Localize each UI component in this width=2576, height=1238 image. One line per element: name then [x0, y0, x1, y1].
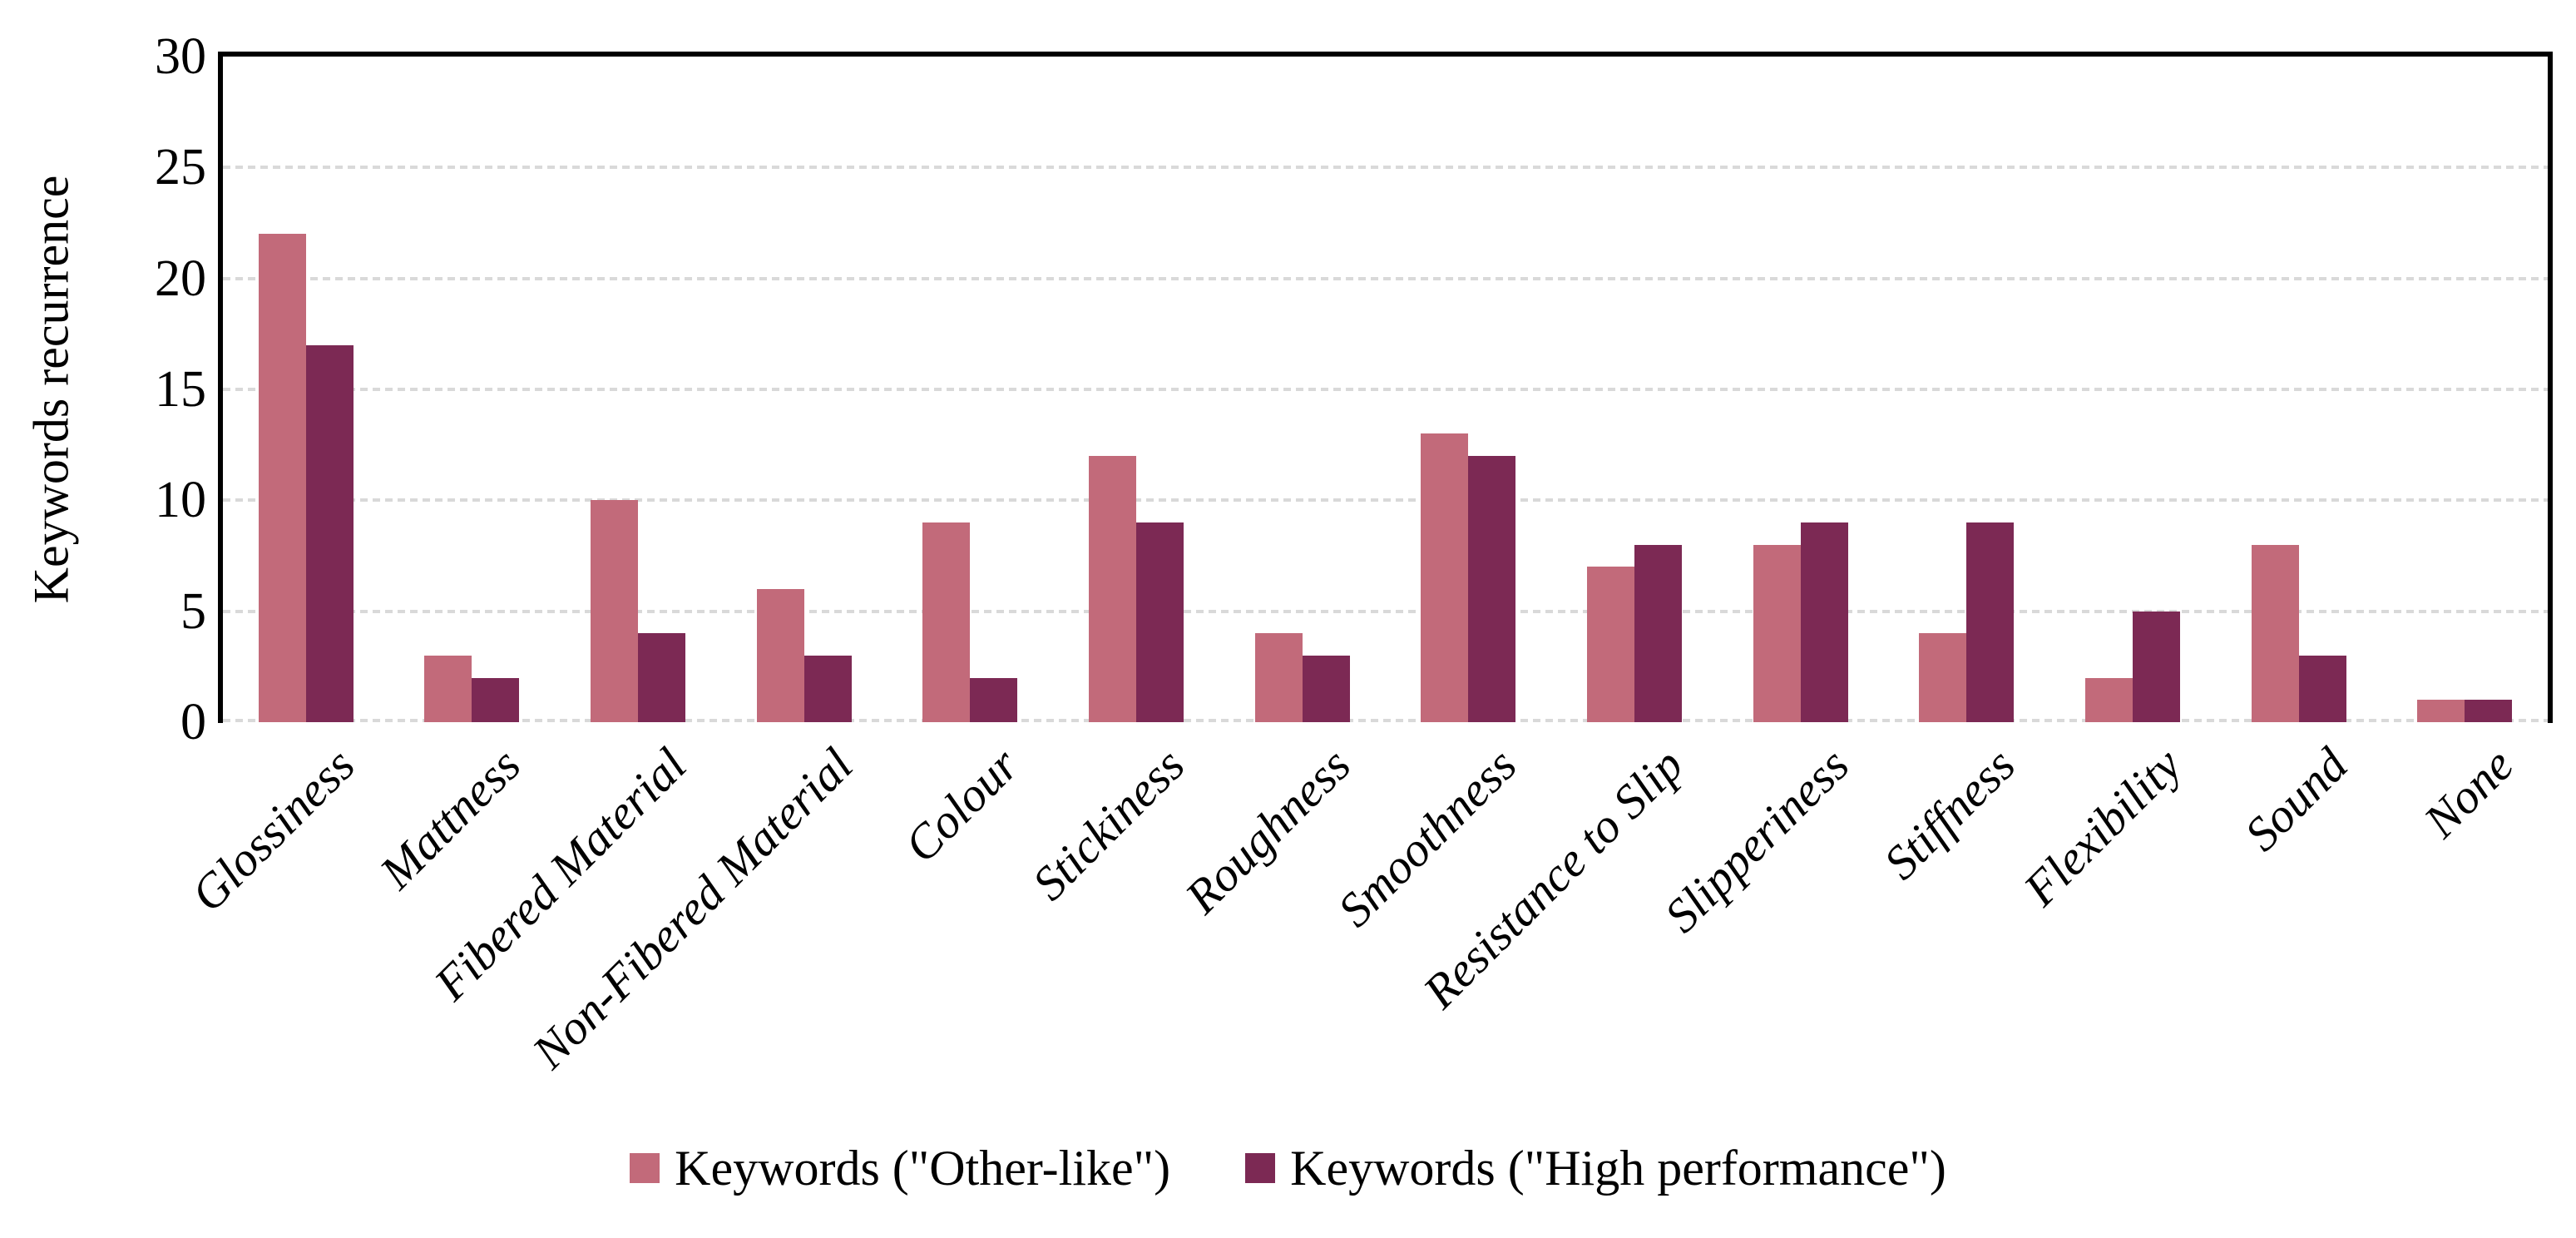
bar-series-0-stiffness: [1919, 633, 1967, 722]
x-category-label-text: Glossiness: [180, 737, 365, 923]
bar-group-glossiness: [223, 57, 389, 722]
gridline-y-5: [223, 609, 2548, 613]
bar-group-sound: [2216, 57, 2382, 722]
x-category-label-text: Non-Fibered Material: [522, 737, 863, 1079]
bar-series-0-stickiness: [1089, 456, 1137, 722]
bar-group-stickiness: [1053, 57, 1219, 722]
bar-series-1-resistance-to-slip: [1634, 544, 1682, 722]
bar-series-1-smoothness: [1468, 456, 1516, 722]
plot-area: [223, 57, 2548, 722]
bar-series-1-colour: [970, 677, 1018, 722]
bar-group-none: [2381, 57, 2548, 722]
bar-series-0-resistance-to-slip: [1586, 567, 1634, 722]
bar-series-0-colour: [922, 522, 971, 722]
plot-right-border: [2548, 52, 2553, 723]
legend-item-high-performance: Keywords ("High performance"): [1245, 1138, 1946, 1198]
y-tick-label-5: 5: [180, 582, 206, 640]
y-tick-label-25: 25: [155, 139, 206, 196]
bar-group-roughness: [1219, 57, 1386, 722]
bar-series-1-roughness: [1302, 656, 1350, 722]
bar-group-colour: [888, 57, 1054, 722]
x-category-label-text: None: [2413, 737, 2524, 849]
x-category-label-text: Flexibility: [2012, 737, 2192, 917]
bar-series-0-none: [2417, 700, 2465, 722]
legend-color-swatch-other-like: [630, 1153, 660, 1183]
bar-series-0-fibered-material: [591, 500, 639, 722]
bar-series-0-flexibility: [2084, 677, 2133, 722]
bar-group-resistance-to-slip: [1551, 57, 1718, 722]
bar-group-fibered-material: [555, 57, 721, 722]
legend-color-swatch-high-performance: [1245, 1153, 1276, 1183]
bar-series-1-mattness: [472, 677, 520, 722]
legend-item-other-like: Keywords ("Other-like"): [630, 1138, 1170, 1198]
gridline-y-10: [223, 498, 2548, 503]
bar-series-1-none: [2465, 700, 2513, 722]
y-tick-label-10: 10: [155, 472, 206, 529]
plot-top-border: [218, 52, 2553, 57]
bar-series-1-non-fibered-material: [803, 656, 852, 722]
bar-series-0-slipperiness: [1753, 544, 1801, 722]
bar-group-stiffness: [1883, 57, 2049, 722]
bar-group-flexibility: [2049, 57, 2216, 722]
x-category-label-text: Sound: [2233, 737, 2358, 862]
x-category-label-text: Stickiness: [1021, 737, 1195, 911]
bar-series-0-glossiness: [258, 234, 306, 722]
bar-series-0-mattness: [424, 656, 472, 722]
bar-series-1-flexibility: [2132, 611, 2180, 722]
gridline-y-0: [223, 719, 2548, 722]
bar-series-1-stickiness: [1136, 522, 1184, 722]
bar-series-1-slipperiness: [1800, 522, 1848, 722]
bar-series-1-sound: [2298, 656, 2346, 722]
y-tick-label-30: 30: [155, 28, 206, 85]
y-tick-label-0: 0: [180, 694, 206, 750]
legend-label-high-performance: Keywords ("High performance"): [1290, 1141, 1946, 1196]
bar-series-1-stiffness: [1966, 522, 2015, 722]
y-axis-line: [218, 52, 223, 723]
x-category-label-text: Colour: [893, 737, 1029, 873]
y-tick-label-15: 15: [155, 361, 206, 418]
bar-group-mattness: [389, 57, 556, 722]
x-category-label-text: Mattness: [368, 737, 532, 899]
bar-series-1-fibered-material: [638, 633, 686, 722]
bar-series-0-smoothness: [1421, 433, 1469, 722]
gridline-y-20: [223, 276, 2548, 280]
bar-series-0-sound: [2251, 544, 2299, 722]
bar-group-non-fibered-material: [721, 57, 888, 722]
bar-group-slipperiness: [1718, 57, 1884, 722]
x-category-label-text: Stiffness: [1873, 737, 2025, 890]
bar-series-1-glossiness: [305, 344, 354, 722]
legend: Keywords ("Other-like") Keywords ("High …: [0, 1138, 2576, 1198]
legend-label-other-like: Keywords ("Other-like"): [675, 1141, 1171, 1196]
gridline-y-15: [223, 388, 2548, 391]
gridline-y-25: [223, 166, 2548, 170]
y-tick-label-20: 20: [155, 250, 206, 307]
bar-series-0-non-fibered-material: [756, 589, 804, 722]
bar-series-0-roughness: [1254, 633, 1303, 722]
bar-group-smoothness: [1386, 57, 1552, 722]
